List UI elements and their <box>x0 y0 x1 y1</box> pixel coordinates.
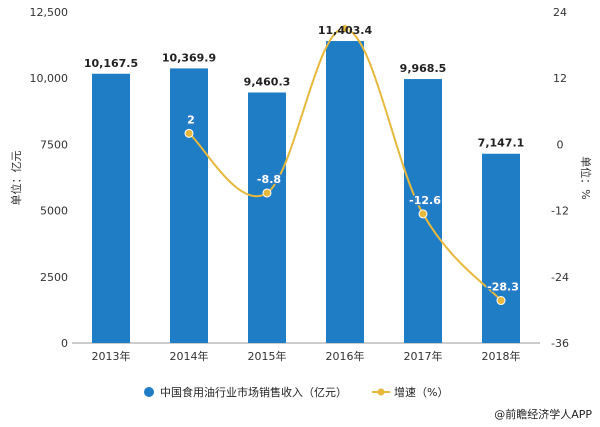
y2-tick-label: 24 <box>553 6 567 19</box>
bar-value-label: 7,147.1 <box>478 137 525 150</box>
y-tick-label: 2500 <box>40 271 68 284</box>
bar <box>92 73 130 344</box>
bar <box>482 153 520 343</box>
bar-value-label: 9,460.3 <box>244 75 291 88</box>
growth-point <box>418 209 428 219</box>
growth-value-label: 2 <box>187 113 195 126</box>
y-tick-label: 10,000 <box>30 72 69 85</box>
x-tick-label: 2015年 <box>248 349 287 363</box>
y-tick-label: 12,500 <box>30 6 69 19</box>
y2-tick-label: -36 <box>551 337 569 350</box>
data-labels: 10,167.5 10,369.9 9,460.3 11,403.4 9,968.5 7,… <box>84 24 525 295</box>
y2-tick-label: -24 <box>551 271 569 284</box>
x-tick-label: 2016年 <box>326 349 365 363</box>
growth-line-layer <box>184 24 506 306</box>
y2-axis-title: 单位：% <box>579 156 593 199</box>
growth-point <box>496 296 506 306</box>
bar <box>248 92 286 343</box>
bar-value-label: 10,369.9 <box>162 51 216 64</box>
y-tick-label: 7500 <box>40 138 68 151</box>
axes: 12,500 10,000 7500 5000 2500 0 24 12 0 -12 -24 -36 2… <box>30 6 569 363</box>
legend-bar-marker <box>144 387 154 397</box>
bar-value-label: 11,403.4 <box>318 24 373 37</box>
growth-point <box>262 188 272 198</box>
legend-bar-label: 中国食用油行业市场销售收入（亿元） <box>160 385 347 399</box>
y-tick-label: 0 <box>61 337 68 350</box>
growth-value-label: -28.3 <box>487 281 519 294</box>
x-tick-label: 2013年 <box>92 349 131 363</box>
bars <box>92 41 520 344</box>
legend-line-label: 增速（%） <box>394 385 448 399</box>
legend-line-dot <box>377 388 385 396</box>
bar <box>170 68 208 344</box>
y2-tick-label: 12 <box>553 72 567 85</box>
y-axis-title: 单位：亿元 <box>9 151 23 206</box>
growth-value-label: -8.8 <box>257 173 281 186</box>
bar <box>326 41 364 344</box>
x-tick-label: 2017年 <box>404 349 443 363</box>
growth-value-label: -12.6 <box>409 194 441 207</box>
y2-tick-label: -12 <box>551 205 569 218</box>
y2-tick-label: 0 <box>557 138 564 151</box>
source-credit: @前瞻经济学人APP <box>494 407 592 421</box>
y-tick-label: 5000 <box>40 205 68 218</box>
x-tick-label: 2018年 <box>482 349 521 363</box>
growth-point <box>340 24 350 34</box>
growth-point <box>184 128 194 138</box>
x-tick-label: 2014年 <box>170 349 209 363</box>
bar-value-label: 9,968.5 <box>400 62 447 75</box>
legend: 中国食用油行业市场销售收入（亿元） 增速（%） <box>144 385 448 399</box>
bar-value-label: 10,167.5 <box>84 57 138 70</box>
